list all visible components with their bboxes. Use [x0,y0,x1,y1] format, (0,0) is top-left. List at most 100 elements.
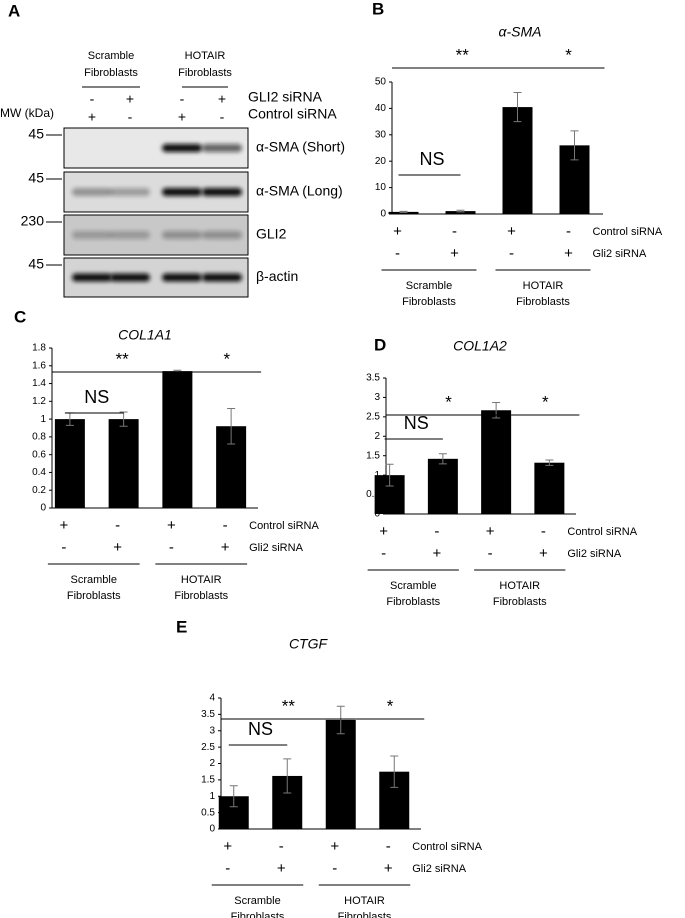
group-label: Scramble [234,895,280,907]
y-tick-label: 1.4 [32,378,46,389]
row-label: Control siRNA [593,226,663,238]
blot-band [72,273,112,282]
treatment-sign: - [395,245,400,262]
y-tick-label: 4 [209,693,215,704]
treatment-sign: - [434,523,439,540]
y-tick-label: 0.2 [32,485,46,496]
y-tick-label: 1.2 [32,396,46,407]
significance-label: ** [116,349,130,368]
treatment-sign: - [169,539,174,556]
bar [481,410,512,514]
group-label: Fibroblasts [231,911,285,918]
bar [534,462,565,514]
blot-band [202,144,242,152]
row-label: Control siRNA [567,526,637,538]
bar [108,419,139,508]
chart-title: COL1A1 [118,327,172,343]
y-tick-label: 2 [374,431,380,442]
y-tick-label: 2.5 [366,411,380,422]
treatment-sign: - [488,545,493,562]
panel-letter: B [372,0,384,18]
y-tick-label: 40 [375,103,387,114]
blot-band [162,188,202,196]
panel-letter: D [374,335,386,354]
treatment-sign: + [59,517,68,534]
y-tick-label: 1 [40,414,46,425]
significance-label: * [387,696,394,715]
error-bar [385,463,394,487]
significance-label: ** [456,45,470,64]
significance-label: NS [419,149,444,169]
y-tick-label: 3 [374,392,380,403]
blot-label: GLI2 [256,226,287,242]
blot-band [110,273,150,282]
error-bar [336,705,345,735]
y-tick-label: 1 [209,791,215,802]
bar [445,211,476,214]
y-tick-label: 0 [380,209,386,220]
treatment-sign: - [332,860,337,877]
group-label: Fibroblasts [516,296,570,308]
treatment-sign: - [180,91,185,107]
treatment-sign: + [178,109,186,125]
y-tick-label: 10 [375,182,387,193]
row-label: Gli2 siRNA [567,548,621,560]
chart-title: CTGF [289,636,329,652]
bar [54,419,85,508]
treatment-sign: + [277,860,286,877]
mw-label: 45 [28,126,44,142]
treatment-sign: + [450,245,459,262]
y-tick-label: 3.5 [366,373,380,384]
blot-band [202,188,242,196]
blot-band [110,188,150,196]
y-tick-label: 3.5 [201,709,215,720]
treatment-sign: + [432,545,441,562]
treatment-sign: - [115,517,120,534]
bar [427,458,458,514]
significance-label: * [542,392,549,411]
group-label: Fibroblasts [386,596,440,608]
row-label: Control siRNA [248,106,337,122]
panel-letter: E [176,617,187,636]
significance-label: NS [84,387,109,407]
treatment-sign: + [486,523,495,540]
chart-title: α-SMA [499,24,542,40]
treatment-sign: + [564,245,573,262]
significance-label: * [223,349,230,368]
panel-letter: C [14,307,26,326]
mw-header: MW (kDa) [0,106,54,120]
y-tick-label: 0.8 [32,432,46,443]
panel-letter: A [8,1,20,20]
treatment-sign: - [381,545,386,562]
group-label: HOTAIR [523,280,564,292]
error-bar [399,210,408,213]
treatment-sign: + [393,223,402,240]
group-label: Fibroblasts [338,911,392,918]
y-tick-label: 2 [209,758,215,769]
blot-band [72,231,112,239]
mw-label: 230 [21,213,45,229]
blot-band [202,273,242,282]
y-tick-label: 0 [374,509,380,520]
error-bar [513,92,522,123]
blot-band [162,231,202,239]
error-bar [570,130,579,161]
y-tick-label: 50 [375,77,387,88]
treatment-sign: - [541,523,546,540]
y-tick-label: 1.5 [201,775,215,786]
treatment-sign: - [452,223,457,240]
mw-label: 45 [28,170,44,186]
treatment-sign: + [223,838,232,855]
treatment-sign: - [225,860,230,877]
row-label: Control siRNA [412,841,482,853]
group-label: HOTAIR [344,895,385,907]
error-bar [456,209,465,213]
treatment-sign: - [220,109,225,125]
significance-label: ** [282,696,296,715]
y-tick-label: 0.4 [32,467,46,478]
treatment-sign: - [386,838,391,855]
error-bar [227,407,236,445]
y-tick-label: 20 [375,156,387,167]
error-bar [545,459,554,466]
blot-band [72,188,112,196]
